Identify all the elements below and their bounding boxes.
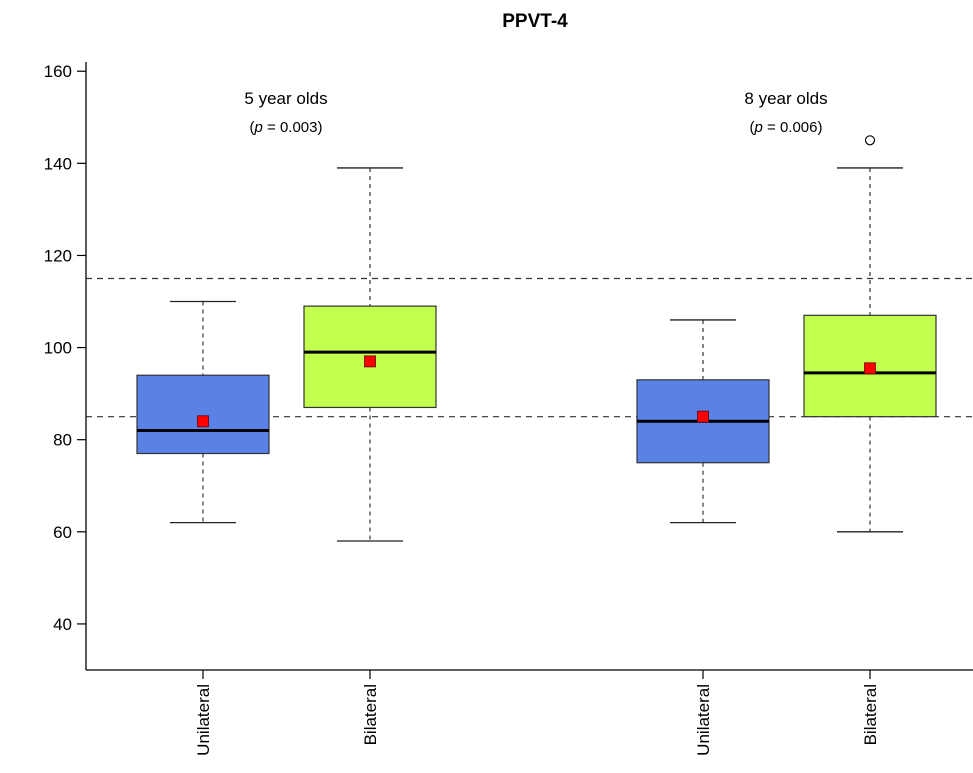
group-label: 5 year olds [244,89,327,108]
y-tick-label: 60 [53,523,72,542]
y-tick-label: 80 [53,431,72,450]
outlier-point [864,135,876,146]
y-tick-label: 40 [53,615,72,634]
y-tick-label: 120 [44,246,72,265]
p-value-annotation: (p = 0.006) [750,119,823,136]
x-tick-label: Unilateral [194,684,213,756]
mean-marker [197,415,209,428]
mean-marker [697,410,709,423]
mean-marker [864,362,876,375]
box-unilateral [136,374,270,455]
y-tick-label: 160 [44,62,72,81]
x-tick-label: Unilateral [694,684,713,756]
plot-area: 40 60 80 100 120 140 160 5 year olds (p = 0.003)… [44,62,973,756]
group-label: 8 year olds [744,89,827,108]
y-tick-label: 140 [44,154,72,173]
x-tick-label: Bilateral [361,684,380,745]
mean-marker [364,355,376,368]
x-tick-label: Bilateral [861,684,880,745]
y-tick-label: 100 [44,339,72,358]
chart-title: PPVT-4 [502,11,568,32]
p-value-annotation: (p = 0.003) [250,119,323,136]
